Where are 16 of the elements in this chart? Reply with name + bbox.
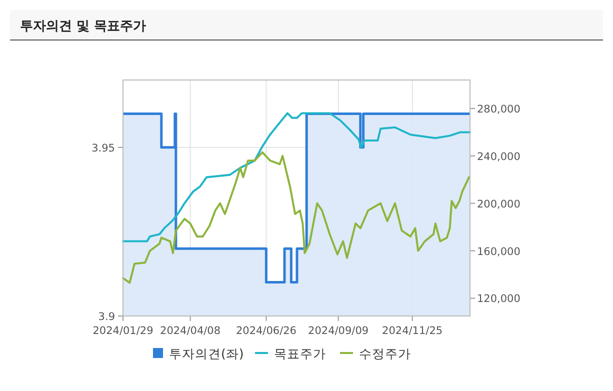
y2-tick-label: 240,000 bbox=[477, 150, 520, 163]
x-tick-label: 2024/11/25 bbox=[382, 325, 443, 337]
y2-tick-label: 120,000 bbox=[477, 293, 520, 306]
y2-tick-label: 200,000 bbox=[477, 198, 520, 210]
x-tick-label: 2024/06/26 bbox=[236, 325, 297, 337]
y2-tick-label: 160,000 bbox=[477, 246, 520, 258]
y2-tick-label: 280,000 bbox=[477, 103, 520, 116]
legend-label: 투자의견(좌) bbox=[169, 346, 244, 361]
chart-title: 투자의견 및 목표주가 bbox=[20, 19, 146, 34]
legend-label: 수정주가 bbox=[359, 346, 411, 361]
y-tick-label: 3.95 bbox=[92, 142, 115, 154]
x-tick-label: 2024/01/29 bbox=[92, 325, 154, 337]
x-tick-label: 2024/09/09 bbox=[308, 325, 369, 337]
x-tick-label: 2024/04/08 bbox=[160, 325, 221, 337]
y-tick-label: 3.9 bbox=[98, 311, 115, 323]
legend-label: 목표주가 bbox=[274, 346, 326, 361]
